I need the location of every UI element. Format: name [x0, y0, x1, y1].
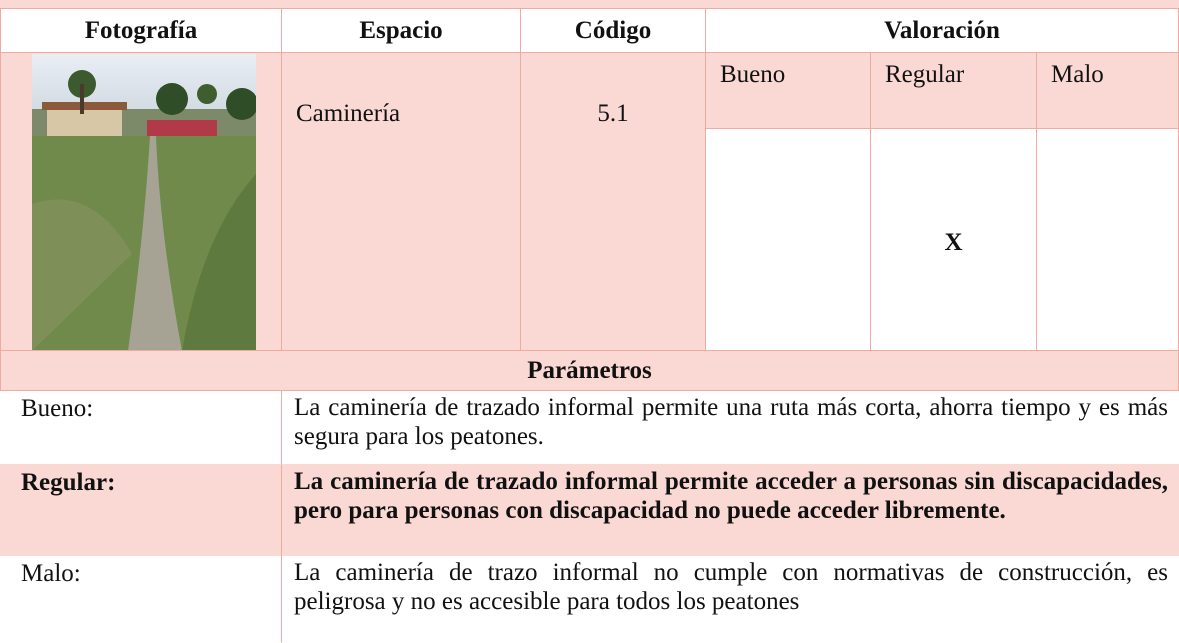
rating-value-cell	[1036, 128, 1179, 351]
param-text: La caminería de trazado informal permite…	[281, 464, 1179, 556]
space-cell: Caminería	[281, 52, 521, 351]
rating-value-cell	[705, 128, 871, 351]
header-text: Espacio	[359, 16, 443, 44]
photo-cell	[0, 52, 282, 351]
photo	[32, 54, 256, 351]
header-cell: Espacio	[281, 8, 521, 53]
param-text: La caminería de trazo informal no cumple…	[281, 555, 1179, 643]
param-label: Regular:	[0, 464, 282, 556]
header-text: Valoración	[884, 16, 1000, 44]
param-text: La caminería de trazado informal permite…	[281, 390, 1179, 465]
rating-mark: X	[944, 228, 963, 256]
param-label: Malo:	[21, 560, 81, 587]
top-strip	[0, 0, 1179, 9]
parameters-title: Parámetros	[0, 350, 1179, 391]
space-text: Caminería	[296, 100, 401, 127]
rating-label: Regular	[885, 61, 965, 88]
header-text: Código	[574, 16, 652, 44]
header-cell: Valoración	[705, 8, 1179, 53]
param-label: Bueno:	[21, 395, 94, 422]
rating-cell: Malo	[1036, 52, 1179, 129]
header-cell: Código	[520, 8, 706, 53]
rating-label: Malo	[1051, 61, 1104, 88]
rating-cell: Regular	[870, 52, 1037, 129]
rating-cell: Bueno	[705, 52, 871, 129]
header-text: Fotografía	[84, 16, 198, 44]
code-text: 5.1	[597, 100, 629, 127]
header-cell: Fotografía	[0, 8, 282, 53]
code-cell: 5.1	[520, 52, 706, 351]
rating-value-cell: X	[870, 128, 1037, 351]
parameters-title-text: Parámetros	[527, 356, 652, 384]
rating-label: Bueno	[720, 61, 786, 88]
